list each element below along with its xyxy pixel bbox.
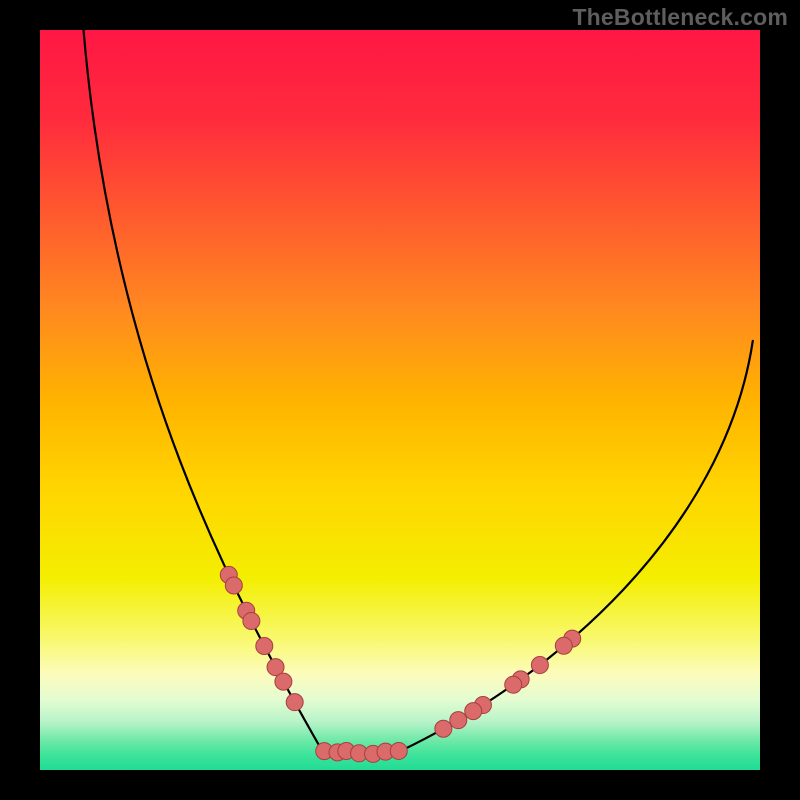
gradient-background — [40, 30, 760, 770]
data-marker — [465, 703, 482, 720]
data-marker — [390, 742, 407, 759]
data-marker — [505, 676, 522, 693]
data-marker — [286, 694, 303, 711]
data-marker — [256, 638, 273, 655]
data-marker — [450, 712, 467, 729]
data-marker — [555, 637, 572, 654]
bottleneck-chart — [0, 0, 800, 800]
data-marker — [531, 657, 548, 674]
data-marker — [225, 577, 242, 594]
data-marker — [275, 673, 292, 690]
data-marker — [435, 720, 452, 737]
watermark-text: TheBottleneck.com — [572, 4, 788, 31]
data-marker — [243, 612, 260, 629]
